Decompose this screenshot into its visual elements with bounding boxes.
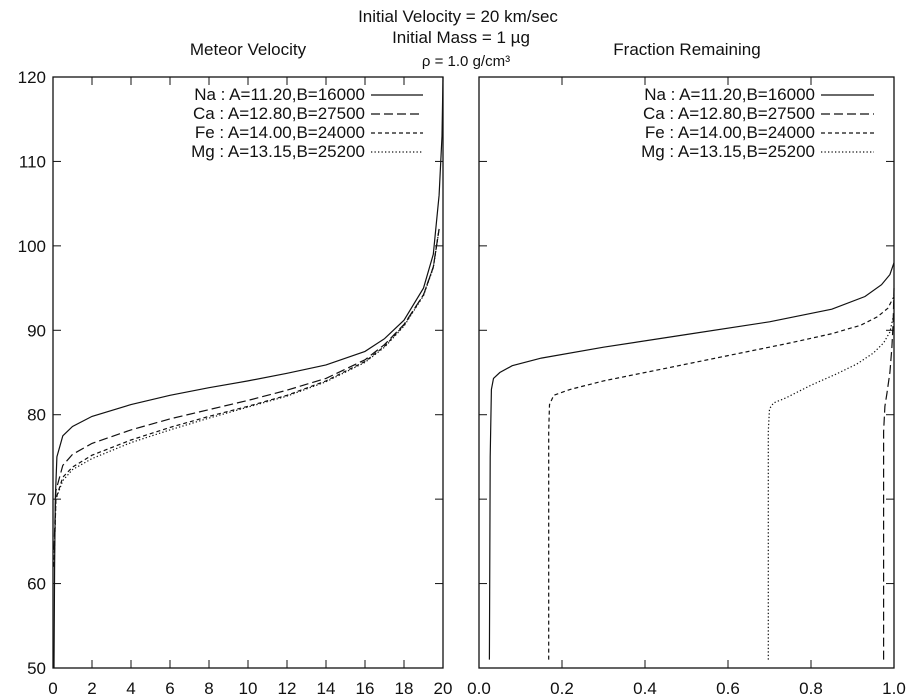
velocity-series-1-line	[53, 228, 440, 550]
header-initial-velocity: Initial Velocity = 20 km/sec	[358, 7, 558, 26]
fraction-series-1-line	[883, 288, 895, 660]
velocity-series-2-line	[53, 228, 440, 567]
fraction-x-tick-label: 0.8	[799, 679, 823, 697]
header-density: ρ = 1.0 g/cm³	[422, 53, 510, 70]
fraction-axis-ticks: 0.0 0.2 0.4 0.6 0.8 1.0	[467, 76, 906, 697]
fraction-panel: Fraction Remaining 0.0 0.2 0.4 0.6 0.8 1.0 Na…	[467, 40, 906, 697]
velocity-panel-title: Meteor Velocity	[190, 40, 307, 59]
velocity-y-tick-label: 90	[27, 321, 46, 340]
velocity-x-tick-label: 20	[434, 679, 453, 697]
fraction-x-tick-label: 0.0	[467, 679, 491, 697]
fraction-x-tick-label: 0.2	[550, 679, 574, 697]
velocity-y-tick-label: 120	[18, 68, 46, 87]
velocity-y-tick-label: 70	[27, 490, 46, 509]
fraction-curves	[488, 262, 895, 660]
velocity-y-tick-label: 80	[27, 406, 46, 425]
velocity-x-tick-label: 0	[48, 679, 57, 697]
fraction-series-2-line	[548, 296, 895, 660]
velocity-x-tick-label: 16	[356, 679, 375, 697]
velocity-x-tick-label: 8	[204, 679, 213, 697]
fraction-legend-label: Ca : A=12.80,B=27500	[643, 104, 815, 123]
velocity-legend-label: Ca : A=12.80,B=27500	[193, 104, 365, 123]
velocity-axis-ticks: 0 2 4 6 8 10 12 14 16 18 20 50 60 70 80 90 100 110 120	[18, 68, 453, 697]
fraction-panel-title: Fraction Remaining	[613, 40, 760, 59]
velocity-legend-label: Mg : A=13.15,B=25200	[191, 142, 365, 161]
velocity-x-tick-label: 18	[395, 679, 414, 697]
velocity-panel: Meteor Velocity 0 2 4 6 8 10 12 14 16 18 20 50 60 70 8…	[18, 40, 453, 697]
fraction-x-tick-label: 1.0	[882, 679, 906, 697]
velocity-x-tick-label: 12	[278, 679, 297, 697]
velocity-x-tick-label: 6	[165, 679, 174, 697]
velocity-series-0-line	[53, 76, 444, 669]
velocity-series-3-line	[53, 228, 440, 567]
fraction-legend-label: Fe : A=14.00,B=24000	[645, 123, 815, 142]
velocity-y-tick-label: 60	[27, 575, 46, 594]
fraction-plot-frame	[478, 76, 895, 669]
velocity-plot-frame	[52, 76, 444, 669]
fraction-series-0-line	[488, 262, 895, 660]
fraction-x-tick-label: 0.6	[716, 679, 740, 697]
fraction-legend-label: Mg : A=13.15,B=25200	[641, 142, 815, 161]
velocity-y-tick-label: 100	[18, 237, 46, 256]
velocity-x-tick-label: 14	[317, 679, 336, 697]
velocity-y-tick-label: 50	[27, 659, 46, 678]
figure-header: Initial Velocity = 20 km/sec Initial Mas…	[358, 7, 558, 70]
velocity-y-tick-label: 110	[19, 152, 46, 171]
velocity-legend-label: Na : A=11.20,B=16000	[194, 85, 365, 104]
header-initial-mass: Initial Mass = 1 µg	[392, 28, 530, 47]
velocity-x-tick-label: 2	[87, 679, 96, 697]
velocity-curves	[53, 76, 444, 669]
fraction-series-3-line	[767, 313, 895, 660]
velocity-legend-label: Fe : A=14.00,B=24000	[195, 123, 365, 142]
velocity-x-tick-label: 10	[239, 679, 258, 697]
fraction-legend-label: Na : A=11.20,B=16000	[644, 85, 815, 104]
velocity-x-tick-label: 4	[126, 679, 135, 697]
fraction-x-tick-label: 0.4	[633, 679, 657, 697]
